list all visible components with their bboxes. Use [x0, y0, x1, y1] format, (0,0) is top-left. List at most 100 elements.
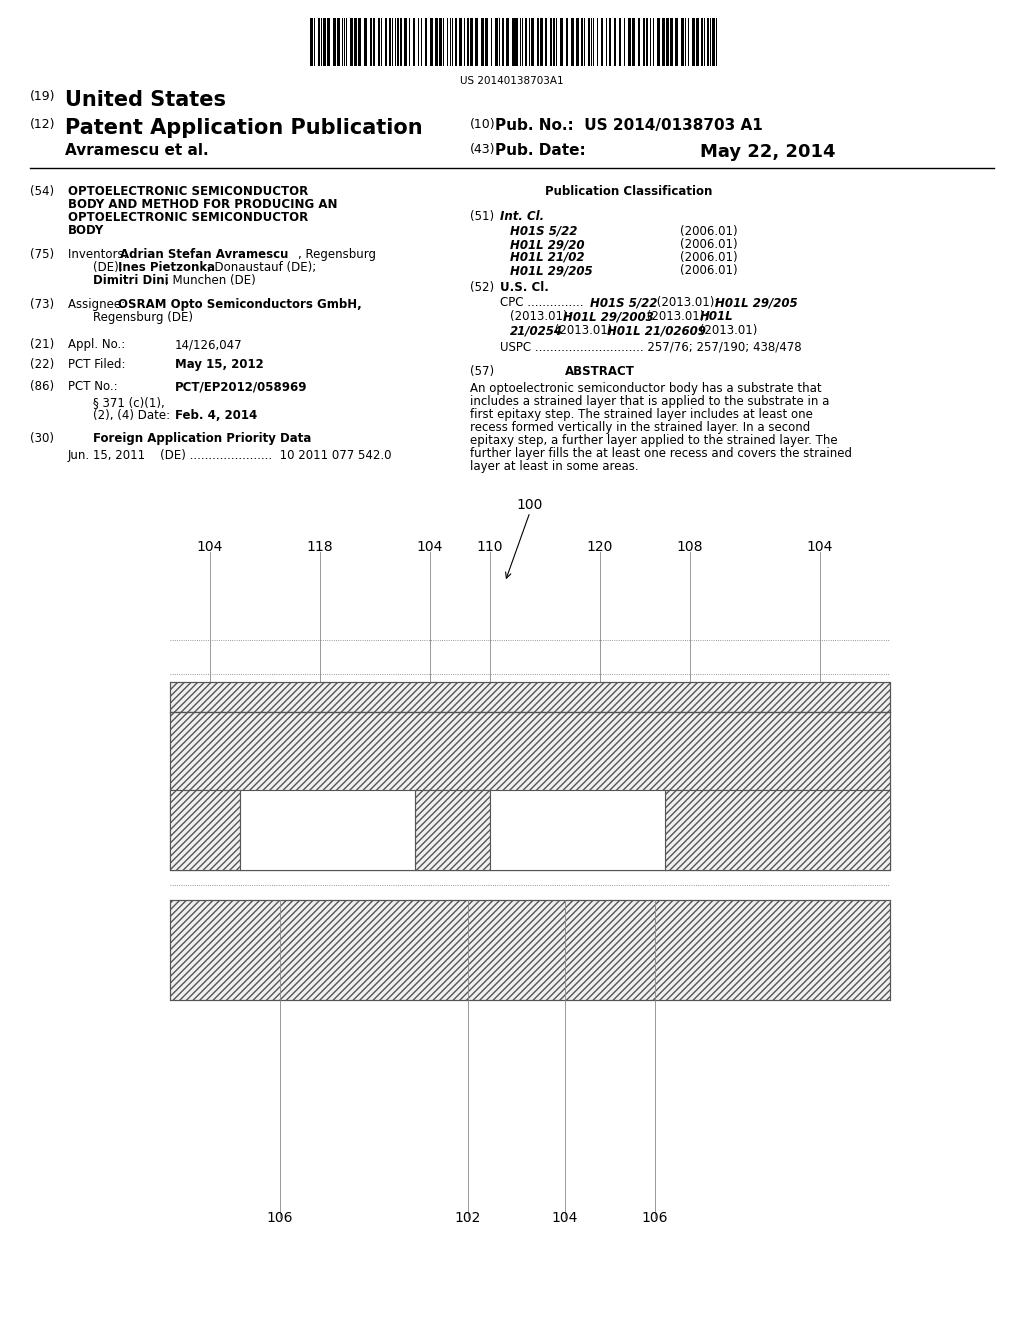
Text: (2006.01): (2006.01): [680, 251, 737, 264]
Bar: [609, 18, 611, 66]
Text: PCT Filed:: PCT Filed:: [68, 358, 126, 371]
Bar: [455, 18, 457, 66]
Bar: [403, 18, 407, 66]
Bar: [438, 18, 441, 66]
Text: Appl. No.:: Appl. No.:: [68, 338, 125, 351]
Text: (2013.01);: (2013.01);: [551, 323, 621, 337]
Text: (22): (22): [30, 358, 54, 371]
Text: (2013.01);: (2013.01);: [653, 296, 722, 309]
Bar: [696, 18, 699, 66]
Bar: [170, 682, 890, 711]
Text: US 20140138703A1: US 20140138703A1: [460, 77, 564, 86]
Bar: [589, 18, 590, 66]
Bar: [538, 18, 540, 66]
Bar: [701, 18, 703, 66]
Text: H01L 21/02: H01L 21/02: [510, 251, 585, 264]
Bar: [502, 18, 504, 66]
Text: (75): (75): [30, 248, 54, 261]
Bar: [170, 789, 240, 870]
Text: U.S. Cl.: U.S. Cl.: [500, 281, 549, 294]
Text: H01L 29/2003: H01L 29/2003: [563, 310, 653, 323]
Bar: [582, 18, 584, 66]
Bar: [327, 18, 330, 66]
Bar: [490, 789, 665, 870]
Text: (73): (73): [30, 298, 54, 312]
Text: recess formed vertically in the strained layer. In a second: recess formed vertically in the strained…: [470, 421, 810, 434]
Text: PCT No.:: PCT No.:: [68, 380, 118, 393]
Text: (2013.01): (2013.01): [696, 323, 758, 337]
Bar: [515, 18, 518, 66]
Text: 110: 110: [477, 540, 503, 554]
Bar: [506, 18, 509, 66]
Text: 106: 106: [266, 1210, 293, 1225]
Text: Pub. Date:: Pub. Date:: [495, 143, 586, 158]
Text: (57): (57): [470, 366, 495, 378]
Bar: [425, 18, 427, 66]
Text: (43): (43): [470, 143, 496, 156]
Text: Publication Classification: Publication Classification: [545, 185, 713, 198]
Text: (2013.01);: (2013.01);: [510, 310, 575, 323]
Text: H01L 21/02609: H01L 21/02609: [607, 323, 706, 337]
Bar: [373, 18, 375, 66]
Text: 104: 104: [197, 540, 223, 554]
Bar: [692, 18, 695, 66]
Text: epitaxy step, a further layer applied to the strained layer. The: epitaxy step, a further layer applied to…: [470, 434, 838, 447]
Bar: [490, 789, 665, 870]
Bar: [430, 18, 433, 66]
Text: Adrian Stefan Avramescu: Adrian Stefan Avramescu: [120, 248, 289, 261]
Text: (30): (30): [30, 432, 54, 445]
Bar: [385, 18, 387, 66]
Bar: [337, 18, 340, 66]
Bar: [657, 18, 660, 66]
Text: 104: 104: [417, 540, 443, 554]
Text: Inventors:: Inventors:: [68, 248, 131, 261]
Bar: [413, 18, 415, 66]
Text: (86): (86): [30, 380, 54, 393]
Bar: [675, 18, 678, 66]
Text: (2013.01);: (2013.01);: [643, 310, 712, 323]
Bar: [318, 18, 319, 66]
Bar: [470, 18, 473, 66]
Bar: [667, 18, 669, 66]
Text: OPTOELECTRONIC SEMICONDUCTOR: OPTOELECTRONIC SEMICONDUCTOR: [68, 185, 308, 198]
Text: (54): (54): [30, 185, 54, 198]
Bar: [566, 18, 568, 66]
Bar: [333, 18, 336, 66]
Text: USPC ............................. 257/76; 257/190; 438/478: USPC ............................. 257/7…: [500, 341, 802, 352]
Bar: [370, 18, 372, 66]
Bar: [310, 18, 313, 66]
Text: , Munchen (DE): , Munchen (DE): [165, 275, 256, 286]
Bar: [396, 18, 398, 66]
Bar: [354, 18, 357, 66]
Bar: [577, 18, 580, 66]
Bar: [459, 18, 462, 66]
Bar: [614, 18, 616, 66]
Bar: [560, 18, 563, 66]
Text: CPC ...............: CPC ...............: [500, 296, 587, 309]
Bar: [240, 789, 415, 870]
Bar: [350, 18, 353, 66]
Text: (2006.01): (2006.01): [680, 238, 737, 251]
Bar: [495, 18, 498, 66]
Bar: [681, 18, 684, 66]
Text: 104: 104: [807, 540, 834, 554]
Bar: [399, 18, 401, 66]
Text: (2006.01): (2006.01): [680, 224, 737, 238]
Text: (12): (12): [30, 117, 55, 131]
Text: H01L 29/205: H01L 29/205: [510, 264, 593, 277]
Bar: [378, 18, 380, 66]
Bar: [541, 18, 544, 66]
Bar: [553, 18, 555, 66]
Text: Assignee:: Assignee:: [68, 298, 129, 312]
Text: 21/0254: 21/0254: [510, 323, 563, 337]
Text: Dimitri Dini: Dimitri Dini: [93, 275, 169, 286]
Text: 100: 100: [517, 498, 543, 512]
Text: Patent Application Publication: Patent Application Publication: [65, 117, 423, 139]
Text: Ines Pietzonka: Ines Pietzonka: [118, 261, 215, 275]
Text: (2006.01): (2006.01): [680, 264, 737, 277]
Text: BODY: BODY: [68, 224, 104, 238]
Text: Int. Cl.: Int. Cl.: [500, 210, 544, 223]
Bar: [707, 18, 709, 66]
Bar: [525, 18, 527, 66]
Text: PCT/EP2012/058969: PCT/EP2012/058969: [175, 380, 307, 393]
